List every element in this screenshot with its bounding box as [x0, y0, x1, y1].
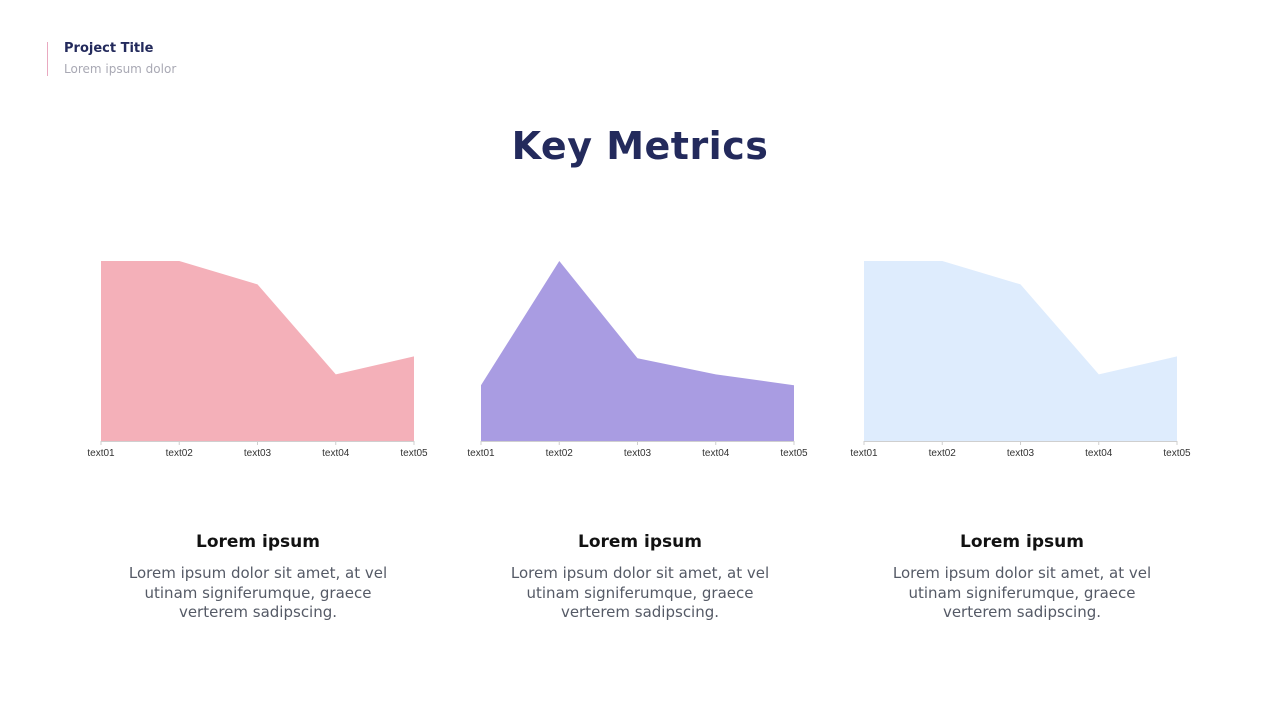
- x-tick-label: text04: [1085, 448, 1113, 459]
- metric-card-2: Lorem ipsum Lorem ipsum dolor sit amet, …: [490, 532, 790, 623]
- x-tick-label: text05: [780, 448, 808, 459]
- x-tick-label: text04: [702, 448, 730, 459]
- x-tick-label: text02: [166, 448, 194, 459]
- x-tick-label: text05: [400, 448, 428, 459]
- card-heading: Lorem ipsum: [196, 532, 320, 552]
- area-chart-3: text01 text02 text03 text04 text05: [850, 261, 1191, 459]
- area-series: [101, 261, 414, 441]
- card-heading: Lorem ipsum: [960, 532, 1084, 552]
- area-chart-1: text01 text02 text03 text04 text05: [87, 261, 428, 459]
- metric-card-1: Lorem ipsum Lorem ipsum dolor sit amet, …: [108, 532, 408, 623]
- x-tick-label: text01: [850, 448, 878, 459]
- card-text: Lorem ipsum dolor sit amet, at vel utina…: [892, 564, 1152, 621]
- x-tick-label: text05: [1163, 448, 1191, 459]
- x-tick-label: text01: [467, 448, 495, 459]
- card-text: Lorem ipsum dolor sit amet, at vel utina…: [128, 564, 388, 621]
- area-series: [864, 261, 1177, 441]
- x-tick-label: text03: [624, 448, 652, 459]
- x-tick-label: text03: [1007, 448, 1035, 459]
- x-tick-label: text04: [322, 448, 350, 459]
- page-title: Key Metrics: [511, 124, 769, 168]
- card-text: Lorem ipsum dolor sit amet, at vel utina…: [510, 564, 770, 621]
- card-heading: Lorem ipsum: [578, 532, 702, 552]
- metric-card-3: Lorem ipsum Lorem ipsum dolor sit amet, …: [872, 532, 1172, 623]
- x-tick-label: text01: [87, 448, 115, 459]
- x-tick-label: text02: [929, 448, 957, 459]
- area-series: [481, 261, 794, 441]
- x-tick-label: text03: [244, 448, 272, 459]
- area-chart-2: text01 text02 text03 text04 text05: [467, 261, 808, 459]
- project-header: Project Title Lorem ipsum dolor: [47, 42, 176, 76]
- project-title: Project Title: [64, 41, 154, 56]
- x-tick-label: text02: [546, 448, 574, 459]
- project-subtitle: Lorem ipsum dolor: [64, 62, 177, 76]
